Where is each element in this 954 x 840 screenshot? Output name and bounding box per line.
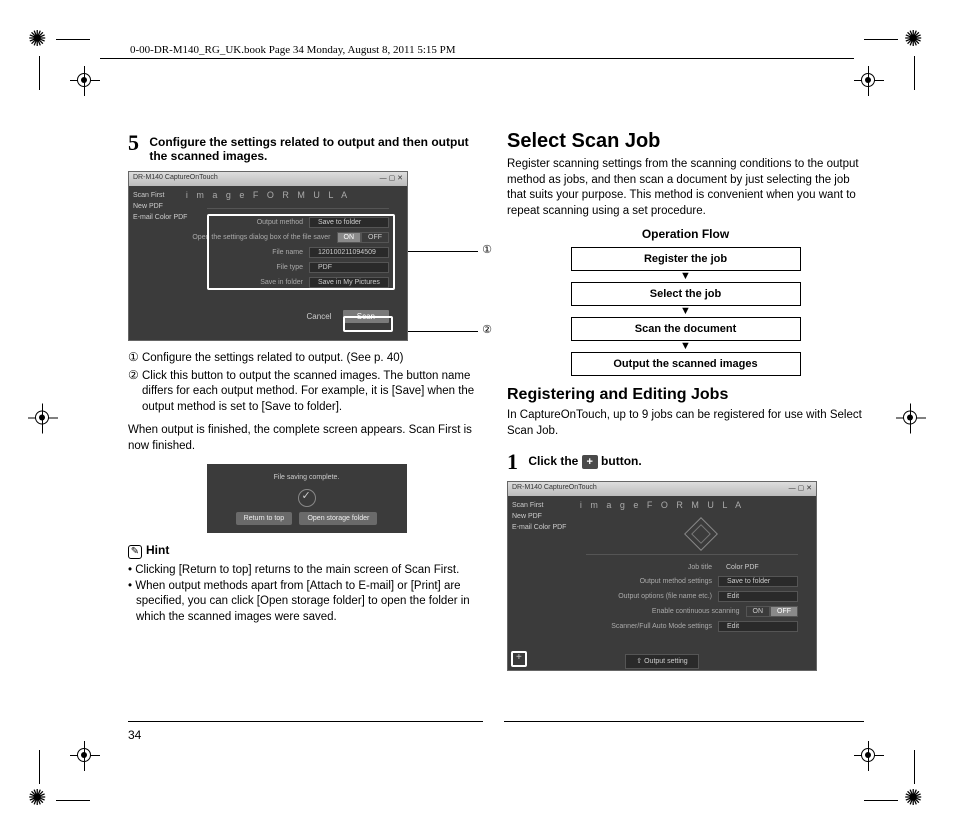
- toggle: ONOFF: [746, 606, 799, 617]
- crop-line: [914, 750, 915, 784]
- callout-1: ①: [480, 243, 494, 257]
- flow-box: Scan the document: [571, 317, 801, 341]
- window-title: DR-M140 CaptureOnTouch: [133, 174, 218, 184]
- app-screenshot-2: DR-M140 CaptureOnTouch — ▢ ✕ Scan First …: [507, 481, 817, 671]
- open-storage-button: Open storage folder: [299, 512, 377, 525]
- flow-arrow: ▼: [571, 341, 801, 352]
- app-sidebar: Scan First New PDF E-mail Color PDF: [133, 190, 203, 223]
- flow-box: Select the job: [571, 282, 801, 306]
- check-icon: [298, 489, 316, 507]
- completion-dialog: File saving complete. Return to top Open…: [207, 464, 407, 533]
- crop-line: [56, 39, 90, 40]
- callout-2: ②: [480, 323, 494, 337]
- crop-line: [864, 39, 898, 40]
- sidebar-item: New PDF: [512, 511, 582, 522]
- titlebar: DR-M140 CaptureOnTouch — ▢ ✕: [129, 172, 407, 186]
- highlight-box-2: [343, 316, 393, 332]
- step-number: 5: [128, 130, 146, 156]
- app-screenshot-1: DR-M140 CaptureOnTouch — ▢ ✕ Scan First …: [128, 171, 408, 341]
- crop-line: [864, 800, 898, 801]
- plus-icon: +: [582, 455, 598, 469]
- highlight-plus-button: [511, 651, 527, 667]
- running-header: 0-00-DR-M140_RG_UK.book Page 34 Monday, …: [130, 44, 456, 56]
- highlight-box-1: [207, 214, 395, 290]
- return-to-top-button: Return to top: [236, 512, 292, 525]
- page-content: 5 Configure the settings related to outp…: [128, 130, 864, 730]
- hint-heading: ✎Hint: [128, 543, 485, 559]
- finish-paragraph: When output is finished, the complete sc…: [128, 423, 485, 454]
- output-setting-button: ⇧ Output setting: [508, 652, 816, 666]
- sidebar-item: E-mail Color PDF: [133, 212, 203, 223]
- page-number: 34: [128, 728, 141, 742]
- step-number: 1: [507, 449, 525, 475]
- flow-title: Operation Flow: [507, 227, 864, 241]
- sidebar-item: New PDF: [133, 201, 203, 212]
- completion-msg: File saving complete.: [215, 474, 399, 481]
- sidebar-item: Scan First: [512, 500, 582, 511]
- hint-list: Clicking [Return to top] returns to the …: [128, 563, 485, 625]
- cropmark-tl: [28, 28, 50, 53]
- scan-hex-icon: [684, 517, 718, 551]
- step-text: Click the + button.: [528, 449, 863, 469]
- app-sidebar: Scan First New PDF E-mail Color PDF: [512, 500, 582, 533]
- window-title: DR-M140 CaptureOnTouch: [512, 484, 597, 494]
- cropmark-bl: [28, 787, 50, 812]
- step-5: 5 Configure the settings related to outp…: [128, 130, 485, 163]
- crop-line: [56, 800, 90, 801]
- window-controls: — ▢ ✕: [380, 174, 403, 184]
- hint-icon: ✎: [128, 545, 142, 559]
- sidebar-item: E-mail Color PDF: [512, 522, 582, 533]
- subsection-intro: In CaptureOnTouch, up to 9 jobs can be r…: [507, 408, 864, 439]
- flow-arrow: ▼: [571, 306, 801, 317]
- titlebar: DR-M140 CaptureOnTouch — ▢ ✕: [508, 482, 816, 496]
- left-column: 5 Configure the settings related to outp…: [128, 130, 485, 730]
- sidebar-item: Scan First: [133, 190, 203, 201]
- cropmark-tr: [904, 28, 926, 53]
- flow-arrow: ▼: [571, 271, 801, 282]
- reg-cross-br: [854, 741, 884, 774]
- crop-line: [39, 56, 40, 90]
- cropmark-br: [904, 787, 926, 812]
- section-intro: Register scanning settings from the scan…: [507, 157, 864, 219]
- footer-rule-right: [504, 721, 864, 722]
- section-heading: Select Scan Job: [507, 130, 864, 153]
- step-1: 1 Click the + button.: [507, 449, 864, 475]
- window-controls: — ▢ ✕: [789, 484, 812, 494]
- flow-box: Output the scanned images: [571, 352, 801, 376]
- flow-box: Register the job: [571, 247, 801, 271]
- running-header-rule: [100, 58, 854, 59]
- callout-explanations: ① Configure the settings related to outp…: [128, 349, 485, 415]
- crop-line: [39, 750, 40, 784]
- subsection-heading: Registering and Editing Jobs: [507, 386, 864, 404]
- reg-cross-tr: [854, 66, 884, 99]
- crop-line: [914, 56, 915, 90]
- step-text: Configure the settings related to output…: [149, 130, 484, 163]
- footer-rule-left: [128, 721, 483, 722]
- operation-flow: Register the job ▼ Select the job ▼ Scan…: [571, 247, 801, 376]
- settings-panel: Job titleColor PDF Output method setting…: [586, 554, 798, 642]
- right-column: Select Scan Job Register scanning settin…: [507, 130, 864, 730]
- callout-line-1: [408, 251, 478, 252]
- hint-item: When output methods apart from [Attach t…: [136, 579, 485, 626]
- reg-cross-mr: [896, 404, 926, 437]
- reg-cross-ml: [28, 404, 58, 437]
- cancel-button: Cancel: [307, 312, 332, 321]
- reg-cross-bl: [70, 741, 100, 774]
- hint-item: Clicking [Return to top] returns to the …: [136, 563, 485, 579]
- callout-line-2: [408, 331, 478, 332]
- reg-cross-tl: [70, 66, 100, 99]
